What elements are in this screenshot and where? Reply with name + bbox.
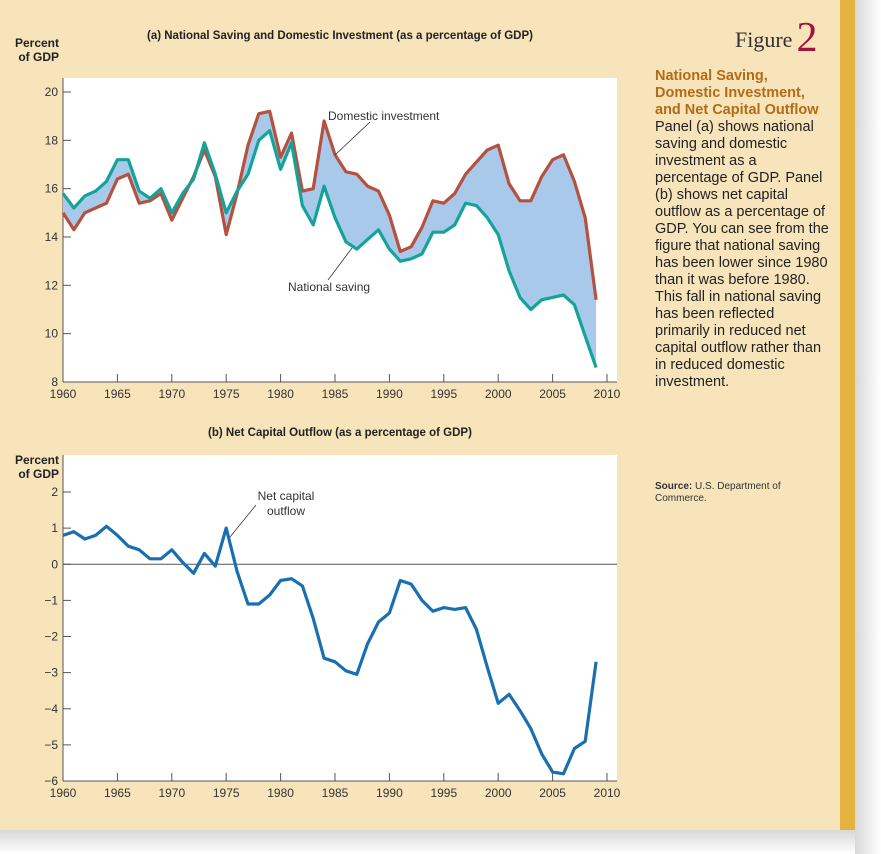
domestic-investment-label: Domestic investment (328, 109, 440, 123)
x-tick-label: 1995 (430, 786, 457, 800)
domestic-investment-line (61, 109, 598, 301)
x-tick-label: 1995 (430, 387, 457, 401)
x-tick-label: 1960 (50, 786, 77, 800)
x-tick-label: 1990 (376, 387, 403, 401)
x-tick-label: 1985 (322, 387, 349, 401)
figure-number: 2 (796, 15, 818, 61)
page-shadow-bottom (0, 830, 855, 854)
source-label: Source: (655, 481, 693, 492)
x-tick-label: 1975 (213, 387, 240, 401)
y-tick-label: 20 (45, 85, 59, 99)
gold-stripe (840, 0, 855, 830)
net-capital-outflow-label: outflow (267, 504, 305, 518)
x-tick-label: 2010 (594, 786, 621, 800)
y-tick-label: 14 (45, 230, 59, 244)
y-axis-label: Percent (15, 453, 59, 467)
y-axis-label: of GDP (18, 50, 59, 64)
y-tick-label: −2 (44, 630, 58, 644)
x-tick-label: 2005 (539, 387, 566, 401)
caption: National Saving, Domestic Investment, an… (655, 68, 831, 391)
leader-line (229, 504, 257, 538)
x-tick-label: 1965 (104, 387, 131, 401)
page-shadow (855, 0, 881, 854)
x-tick-label: 1980 (267, 387, 294, 401)
y-tick-label: −5 (44, 738, 58, 752)
caption-body: Panel (a) shows national saving and dome… (655, 119, 829, 390)
y-tick-label: 16 (45, 182, 59, 196)
x-tick-label: 2000 (485, 387, 512, 401)
y-tick-label: 0 (51, 557, 58, 571)
national-saving-line (61, 129, 598, 369)
x-tick-label: 2005 (539, 786, 566, 800)
x-tick-label: 1985 (322, 786, 349, 800)
gap-shaded-area (63, 111, 597, 368)
net-capital-outflow-line (62, 524, 598, 776)
x-tick-label: 2010 (594, 387, 621, 401)
y-tick-label: −3 (44, 666, 58, 680)
figure-label: Figure2 (735, 14, 817, 62)
x-tick-label: 1980 (267, 786, 294, 800)
x-tick-label: 2000 (485, 786, 512, 800)
leader-line (334, 121, 371, 156)
y-axis-label: Percent (15, 36, 59, 50)
source-note: Source: U.S. Department of Commerce. (655, 481, 825, 505)
y-tick-label: −1 (44, 593, 58, 607)
x-tick-label: 1990 (376, 786, 403, 800)
figure-word: Figure (735, 27, 793, 52)
y-tick-label: 18 (45, 133, 59, 147)
leader-line (327, 247, 353, 281)
plot-area-b (63, 455, 617, 781)
x-tick-label: 1970 (158, 786, 185, 800)
y-tick-label: −6 (44, 774, 58, 788)
y-axis-label: of GDP (18, 467, 59, 481)
y-tick-label: 1 (51, 521, 58, 535)
x-tick-label: 1970 (158, 387, 185, 401)
source-text: U.S. Department of Commerce. (655, 481, 781, 504)
caption-title: National Saving, Domestic Investment, an… (655, 68, 819, 118)
y-tick-label: 2 (51, 485, 58, 499)
panel-title: (a) National Saving and Domestic Investm… (147, 30, 533, 42)
x-tick-label: 1965 (104, 786, 131, 800)
y-tick-label: 12 (45, 278, 59, 292)
x-tick-label: 1975 (213, 786, 240, 800)
y-tick-label: 10 (45, 327, 59, 341)
y-tick-label: −4 (44, 702, 58, 716)
y-tick-label: 8 (51, 375, 58, 389)
panel-title: (b) Net Capital Outflow (as a percentage… (208, 427, 472, 439)
x-tick-label: 1960 (50, 387, 77, 401)
net-capital-outflow-label: Net capital (258, 489, 315, 503)
national-saving-label: National saving (288, 280, 370, 294)
